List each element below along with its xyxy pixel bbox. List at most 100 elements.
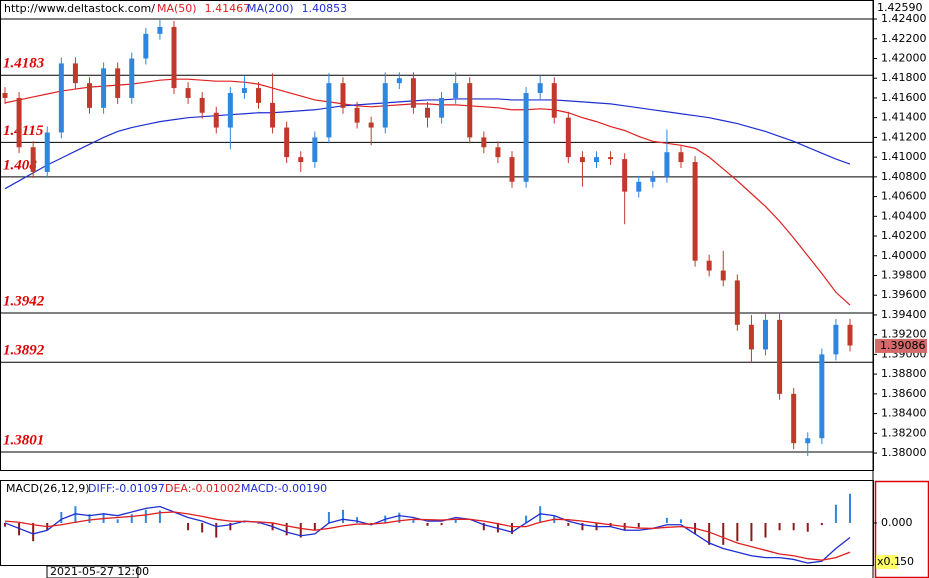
candle-body [396,78,402,84]
y-tick-label: 1.41600 [881,91,927,104]
candle-body [509,157,515,182]
y-tick-label: 1.38000 [881,446,927,459]
candle-body [819,354,825,439]
diff-legend: DIFF:-0.01097 [88,482,165,495]
candle-body [720,270,726,281]
y-tick-label: 1.38400 [881,407,927,420]
y-tick-label: 1.40600 [881,190,927,203]
candle-body [678,152,684,163]
y-tick-label: 1.40000 [881,249,927,262]
level-label: 1.4115 [3,123,44,139]
candle-body [495,147,501,158]
axis-top-label: 1.42590 [877,1,923,14]
candle-body [523,93,529,182]
candle-body [256,88,261,103]
scale-suffix: 50 [900,555,914,568]
candle-body [594,157,599,163]
legend-name: MA(50) [157,2,197,15]
y-tick-label: 1.39400 [881,308,927,321]
candle-body [72,63,78,84]
y-tick-label: 1.38600 [881,387,927,400]
level-label: 1.408 [3,157,37,173]
x-date-label: 2021-05-27 12:00 [50,565,149,578]
legend-value: -0.01002 [191,482,240,495]
candle-body [537,83,543,94]
candle-body [748,324,754,350]
y-tick-label: 1.41200 [881,130,927,143]
y-tick-label: 1.40200 [881,229,927,242]
candle-body [115,68,121,98]
candle-body [734,280,740,325]
level-label: 1.3801 [3,432,44,448]
y-tick-label: 1.38800 [881,367,927,380]
candle-body [171,26,177,89]
candle-body [241,88,247,94]
candle-body [368,122,374,128]
candle-body [58,63,64,133]
candle-body [87,83,92,108]
legend-value: 1.40853 [302,2,348,15]
last-price-box [875,338,927,353]
y-tick-label: 1.41000 [881,150,927,163]
candle-body [833,324,839,355]
candle-body [185,88,191,98]
ma-line [4,98,851,190]
y-tick-label: 1.42400 [881,12,927,25]
candle-body [298,157,304,163]
candle-body [467,83,473,138]
legend-name: MA(200) [247,2,294,15]
level-label: 1.4183 [3,56,45,72]
candle-body [213,112,219,128]
y-tick-label: 1.38200 [881,426,927,439]
candle-body [791,393,797,444]
y-tick-label: 1.42000 [881,51,927,64]
candle-body [636,181,642,192]
candle-body [622,159,628,192]
candle-body [439,97,445,118]
candle-body [199,97,205,113]
ma200-legend: MA(200) 1.40853 [247,2,347,15]
macd-line [4,511,851,561]
source-url: http://www.deltastock.com/ [4,2,155,15]
macd-legend: MACD:-0.00190 [241,482,327,495]
y-tick-label: 1.39200 [881,328,927,341]
candle-body [101,68,107,108]
y-tick-label: 0.000 [881,516,913,529]
candle-body [284,127,290,158]
candle-body [2,93,8,98]
candle-body [664,152,670,177]
candle-body [227,93,233,128]
legend-name: DEA: [165,482,191,495]
scale-box [876,555,898,569]
candle-body [805,438,811,444]
scale-label: x0.1 [877,555,901,568]
y-tick-label: 1.42200 [881,32,927,45]
candle-body [608,157,614,160]
candle-body [763,319,768,350]
candle-body [270,102,276,128]
candle-body [579,157,585,163]
candle-body [326,83,332,138]
candle-body [354,107,360,123]
candle-body [16,97,22,148]
candle-body [129,58,135,98]
candle-body [410,78,416,108]
candle-body [706,260,712,271]
y-tick-label: 1.41400 [881,111,927,124]
y-tick-label: 1.39600 [881,288,927,301]
y-tick-label: 1.41800 [881,71,927,84]
dea-legend: DEA:-0.01002 [165,482,241,495]
candle-body [425,107,430,118]
candle-body [30,147,36,172]
candle-body [692,162,698,261]
candle-body [143,33,149,59]
y-tick-label: 1.39800 [881,268,927,281]
candle-body [157,26,163,34]
date-box [46,565,139,578]
macd-line [4,505,851,564]
legend-name: MACD: [241,482,278,495]
candle-body [44,132,50,172]
level-label: 1.3942 [3,293,45,309]
candle-body [847,324,853,346]
